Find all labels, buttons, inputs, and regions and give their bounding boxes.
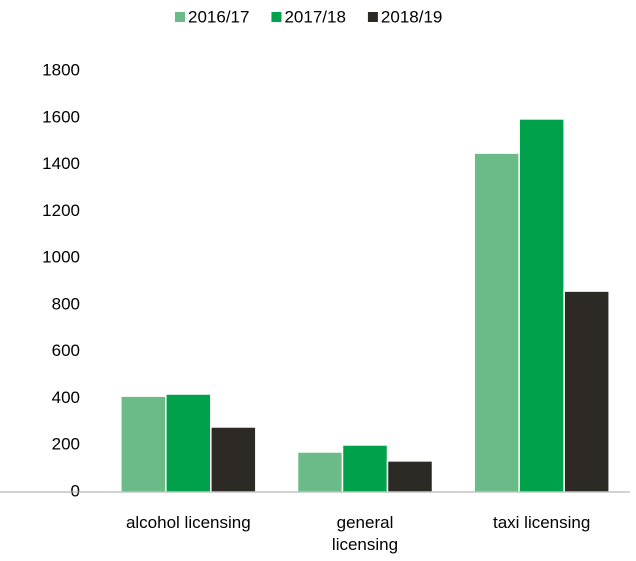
x-tick-label: general licensing bbox=[331, 513, 399, 554]
bar bbox=[120, 395, 167, 493]
bar bbox=[341, 444, 389, 493]
y-tick-label: 200 bbox=[52, 435, 80, 454]
y-tick-label: 400 bbox=[52, 388, 80, 407]
legend-swatch bbox=[175, 12, 185, 22]
bar bbox=[473, 152, 520, 493]
y-tick-label: 1000 bbox=[42, 248, 80, 267]
y-tick-label: 800 bbox=[52, 294, 80, 313]
y-tick-label: 600 bbox=[52, 341, 80, 360]
legend-swatch bbox=[367, 12, 378, 22]
bar bbox=[165, 393, 212, 493]
bar bbox=[386, 460, 434, 493]
bar bbox=[296, 451, 344, 493]
y-tick-label: 0 bbox=[71, 481, 80, 500]
x-tick-label: taxi licensing bbox=[492, 513, 591, 532]
y-tick-label: 1400 bbox=[42, 154, 80, 173]
bar bbox=[563, 290, 610, 493]
y-tick-label: 1200 bbox=[42, 201, 80, 220]
bar bbox=[210, 426, 257, 493]
y-tick-label: 1600 bbox=[42, 107, 80, 126]
legend-swatch bbox=[271, 12, 282, 22]
y-tick-label: 1800 bbox=[42, 60, 80, 79]
bar bbox=[518, 118, 565, 493]
legend-label: 2018/19 bbox=[381, 7, 442, 26]
legend-label: 2017/18 bbox=[284, 7, 345, 26]
legend-label: 2016/17 bbox=[188, 7, 249, 26]
x-tick-label: alcohol licensing bbox=[125, 513, 251, 532]
